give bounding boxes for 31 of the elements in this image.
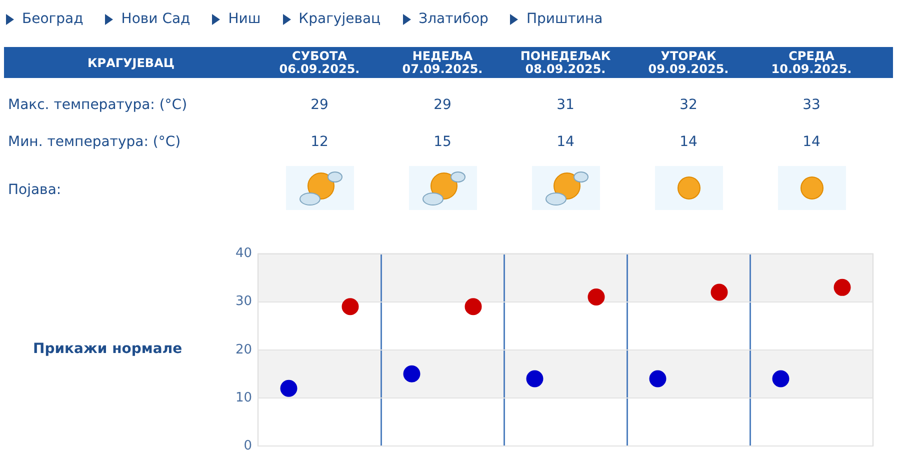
data-label: 14 <box>678 134 698 150</box>
data-label: 32 <box>678 96 698 112</box>
text: НЕДЕЉА 07.09.2025. <box>401 48 484 76</box>
y-tick-label: 40 <box>235 246 252 262</box>
text: Нови Сад <box>121 11 190 27</box>
text: Крагујевац <box>298 11 381 27</box>
data-label: 12 <box>310 134 330 150</box>
text: ПОНЕДЕЉАК 08.09.2025. <box>519 48 612 76</box>
text: Приштина <box>526 11 603 27</box>
text: КРАГУЈЕВАЦ <box>86 56 176 70</box>
text: СУБОТА 06.09.2025. <box>278 48 361 76</box>
data-label: 29 <box>310 96 330 112</box>
y-tick-label: 20 <box>235 342 252 358</box>
text: Златибор <box>418 11 488 27</box>
data-label: 31 <box>556 96 576 112</box>
data-label: 29 <box>432 96 452 112</box>
text: Појава: <box>7 182 62 198</box>
data-label: 14 <box>556 134 576 150</box>
y-tick-label: 10 <box>235 390 252 406</box>
data-label: 14 <box>802 134 822 150</box>
text: УТОРАК 09.09.2025. <box>647 48 730 76</box>
data-label: 15 <box>432 134 452 150</box>
y-tick-label: 30 <box>235 294 252 310</box>
y-tick-label: 0 <box>244 438 252 454</box>
text: СРЕДА 10.09.2025. <box>770 48 853 76</box>
text: Београд <box>22 11 84 27</box>
text: Макс. температура: (°C) <box>7 96 188 112</box>
text: Мин. температура: (°C) <box>7 134 182 150</box>
data-label: 33 <box>802 96 822 112</box>
text: Прикажи нормале <box>33 341 182 357</box>
text: Ниш <box>228 11 261 27</box>
